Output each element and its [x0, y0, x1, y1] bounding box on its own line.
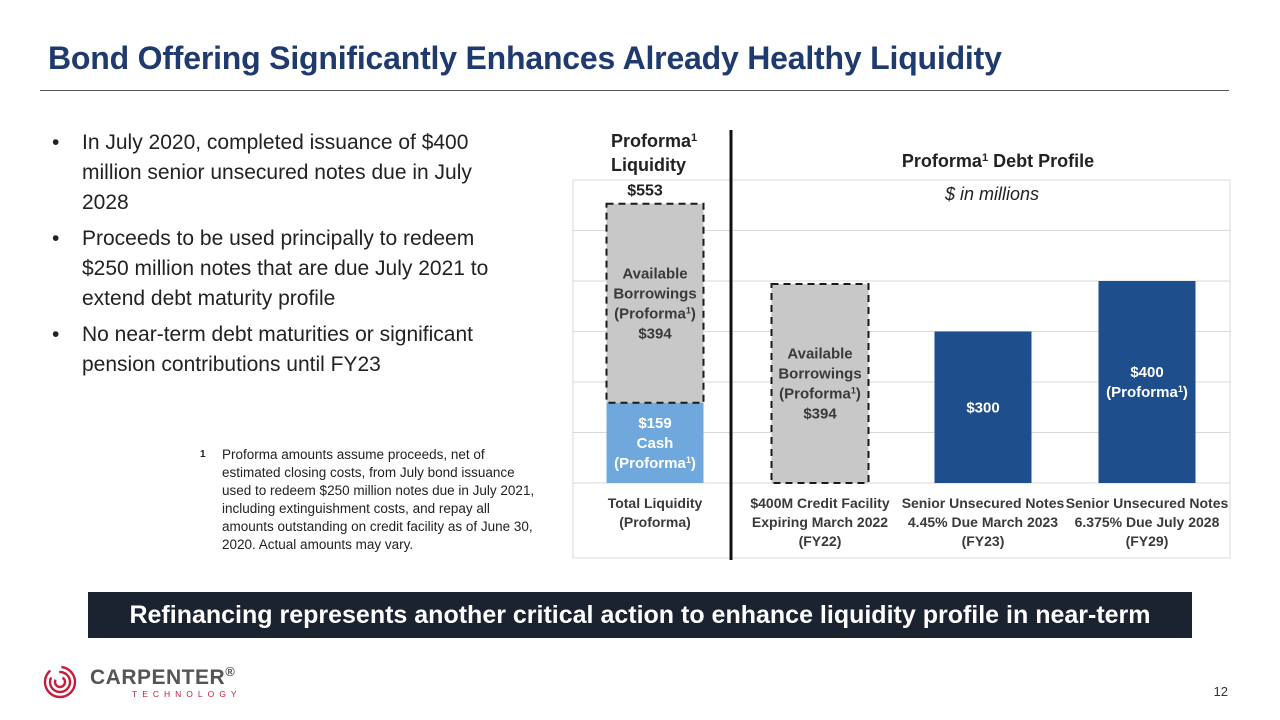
liquidity-heading: Proforma1 Liquidity	[611, 131, 697, 175]
footnote: 1 Proforma amounts assume proceeds, net …	[200, 446, 545, 554]
bullet-dot-icon: •	[52, 131, 60, 154]
bullet-dot-icon: •	[52, 227, 60, 250]
footnote-text: Proforma amounts assume proceeds, net of…	[222, 447, 535, 552]
bar-data-label: $159 Cash (Proforma1)	[614, 415, 696, 472]
category-tick-label: Senior Unsecured Notes 6.375% Due July 20…	[1066, 495, 1229, 549]
debt-bar	[934, 331, 1032, 483]
bullet-text: Proceeds to be used principally to redee…	[82, 227, 489, 310]
category-tick-label: $400M Credit Facility Expiring March 2022…	[750, 495, 889, 549]
logo-subtitle: TECHNOLOGY	[132, 689, 242, 699]
bar-data-label: Available Borrowings (Proforma1) $394	[778, 346, 861, 423]
debt-bar	[1098, 281, 1196, 483]
bullet-item: • Proceeds to be used principally to rede…	[52, 224, 492, 314]
bar-data-label: $300	[966, 399, 999, 416]
page-title: Bond Offering Significantly Enhances Alr…	[48, 40, 1002, 76]
logo-wordmark: CARPENTER®	[90, 664, 236, 689]
debt-profile-heading: Proforma1 Debt Profile	[902, 151, 1094, 171]
category-tick-label: Total Liquidity (Proforma)	[608, 495, 703, 530]
carpenter-logo-icon	[43, 665, 77, 699]
footnote-marker: 1	[200, 449, 206, 460]
available-borrowings-bar	[605, 202, 705, 404]
liquidity-debt-chart: $159 Cash (Proforma1) Available Borrowings (P…	[572, 130, 1231, 560]
title-divider	[40, 90, 1229, 91]
bullet-item: • In July 2020, completed issuance of $40…	[52, 128, 492, 218]
bullet-list: • In July 2020, completed issuance of $40…	[52, 128, 492, 386]
bar-data-label: Available Borrowings (Proforma1) $394	[613, 266, 696, 343]
bar-data-label: $400 (Proforma1)	[1106, 364, 1188, 401]
page-number: 12	[1213, 684, 1228, 699]
category-tick-label: Senior Unsecured Notes 4.45% Due March 20…	[902, 495, 1065, 549]
bullet-text: No near-term debt maturities or signific…	[82, 323, 473, 376]
bullet-text: In July 2020, completed issuance of $400…	[82, 131, 472, 214]
bullet-item: • No near-term debt maturities or signifi…	[52, 320, 492, 380]
available-borrowings-bar	[770, 283, 870, 484]
cash-bar	[606, 402, 704, 483]
company-logo: CARPENTER® TECHNOLOGY	[40, 664, 237, 704]
total-liquidity-label: $553	[627, 183, 663, 200]
bullet-dot-icon: •	[52, 323, 60, 346]
callout-banner: Refinancing represents another critical …	[88, 592, 1192, 638]
chart-subtitle: $ in millions	[944, 184, 1039, 204]
